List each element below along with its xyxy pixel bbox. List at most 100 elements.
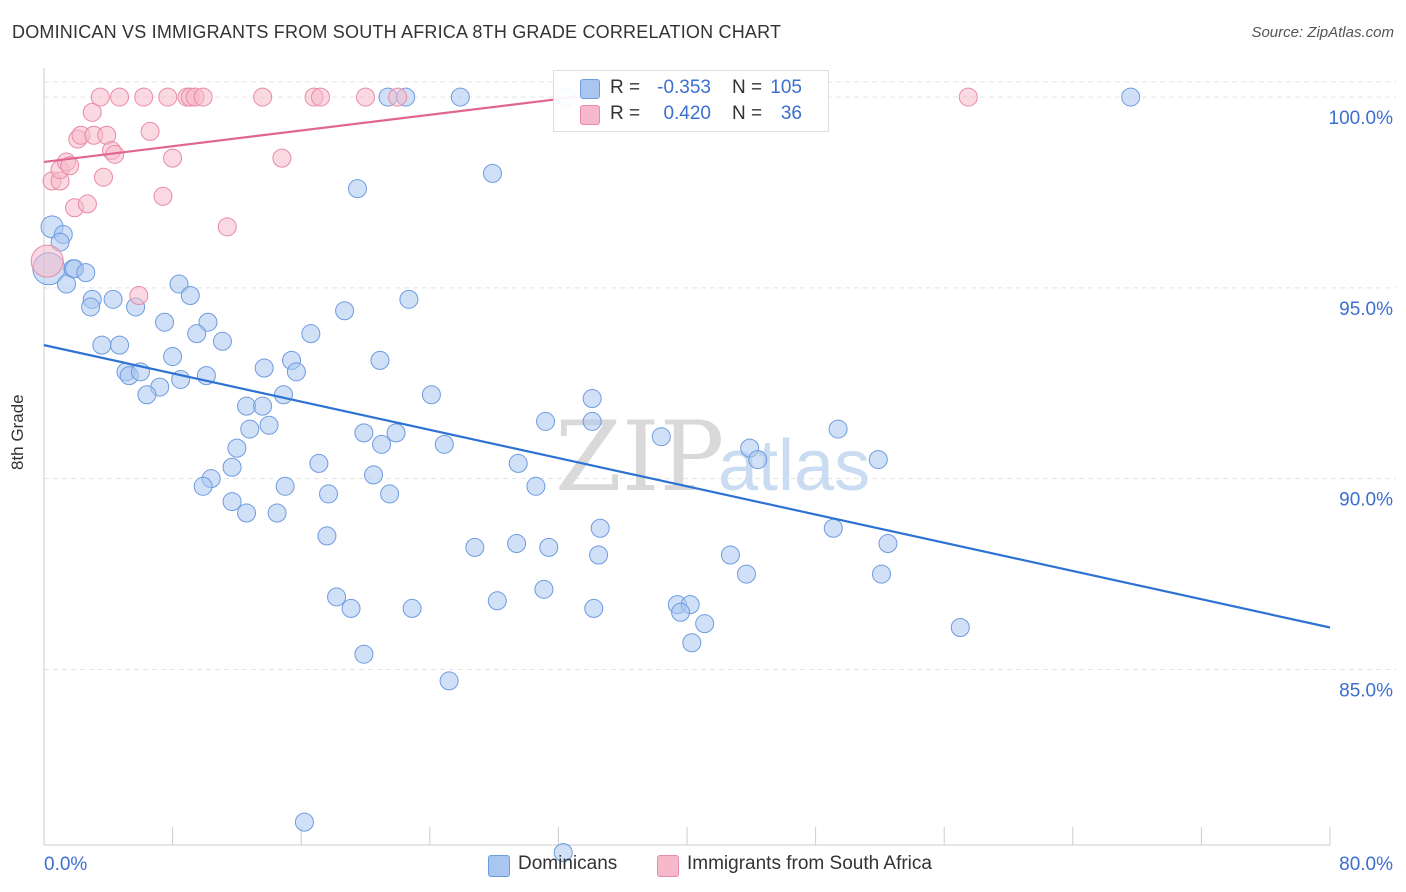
y-tick-label: 95.0% bbox=[1339, 299, 1393, 320]
point-south-africa bbox=[253, 87, 273, 107]
point-dominicans bbox=[294, 812, 314, 832]
legend-r-label: R = bbox=[610, 77, 641, 98]
trend-line-dominicans bbox=[43, 344, 1331, 629]
point-dominicans bbox=[275, 476, 295, 496]
point-dominicans bbox=[671, 602, 691, 622]
point-dominicans bbox=[553, 843, 573, 863]
point-dominicans bbox=[309, 453, 329, 473]
legend-n-value: 36 bbox=[780, 103, 802, 124]
point-dominicans bbox=[439, 671, 459, 691]
point-dominicans bbox=[240, 419, 260, 439]
point-dominicans bbox=[526, 476, 546, 496]
legend-n-label: N = bbox=[732, 77, 763, 98]
point-dominicans bbox=[301, 324, 321, 344]
point-dominicans bbox=[187, 324, 207, 344]
watermark-zip: ZIP bbox=[555, 401, 724, 513]
point-dominicans bbox=[590, 518, 610, 538]
point-south-africa bbox=[388, 87, 408, 107]
point-dominicans bbox=[354, 644, 374, 664]
y-tick-label: 100.0% bbox=[1329, 108, 1394, 129]
point-dominicans bbox=[372, 434, 392, 454]
point-south-africa bbox=[158, 87, 178, 107]
point-dominicans bbox=[465, 537, 485, 557]
point-dominicans bbox=[169, 274, 189, 294]
point-dominicans bbox=[253, 396, 273, 416]
point-dominicans bbox=[222, 457, 242, 477]
point-south-africa bbox=[217, 217, 237, 237]
point-dominicans bbox=[589, 545, 609, 565]
point-dominicans bbox=[212, 331, 232, 351]
chart-title: DOMINICAN VS IMMIGRANTS FROM SOUTH AFRIC… bbox=[12, 22, 782, 42]
point-south-africa bbox=[90, 87, 110, 107]
correlation-legend: R = -0.353 N = 105 R = 0.420 N = 36 bbox=[553, 70, 829, 132]
y-tick-label: 90.0% bbox=[1339, 490, 1393, 511]
point-dominicans bbox=[872, 564, 892, 584]
point-dominicans bbox=[507, 534, 527, 554]
point-dominicans bbox=[222, 492, 242, 512]
point-dominicans bbox=[582, 411, 602, 431]
point-dominicans bbox=[487, 591, 507, 611]
point-dominicans bbox=[828, 419, 848, 439]
point-south-africa bbox=[163, 148, 183, 168]
point-dominicans bbox=[364, 465, 384, 485]
point-dominicans bbox=[868, 450, 888, 470]
point-dominicans bbox=[748, 450, 768, 470]
point-south-africa bbox=[30, 244, 64, 278]
point-south-africa bbox=[77, 194, 97, 214]
point-dominicans bbox=[259, 415, 279, 435]
point-dominicans bbox=[347, 179, 367, 199]
watermark-atlas: atlas bbox=[718, 426, 870, 506]
data-points bbox=[30, 87, 1141, 863]
point-dominicans bbox=[110, 335, 130, 355]
point-dominicans bbox=[137, 385, 157, 405]
legend-r-value: -0.353 bbox=[657, 77, 711, 98]
point-south-africa bbox=[356, 87, 375, 107]
y-tick-label: 85.0% bbox=[1339, 680, 1393, 701]
point-dominicans bbox=[878, 534, 898, 554]
source-label: Source: ZipAtlas.com bbox=[1251, 24, 1394, 41]
point-dominicans bbox=[950, 617, 970, 637]
point-south-africa bbox=[272, 148, 292, 168]
point-dominicans bbox=[386, 423, 406, 443]
point-south-africa bbox=[153, 186, 173, 206]
legend-swatch-south-africa bbox=[657, 855, 679, 877]
point-dominicans bbox=[237, 503, 257, 523]
legend-n-label: N = bbox=[732, 103, 763, 124]
watermark: ZIP atlas bbox=[555, 401, 870, 513]
point-dominicans bbox=[402, 598, 422, 618]
point-dominicans bbox=[695, 614, 715, 634]
point-dominicans bbox=[317, 526, 337, 546]
point-dominicans bbox=[380, 484, 400, 504]
point-dominicans bbox=[399, 289, 419, 309]
legend-n-value: 105 bbox=[770, 77, 802, 98]
point-dominicans bbox=[584, 598, 604, 618]
point-dominicans bbox=[180, 286, 200, 306]
point-dominicans bbox=[254, 358, 274, 378]
point-dominicans bbox=[534, 579, 554, 599]
x-tick-label: 0.0% bbox=[44, 854, 87, 875]
point-south-africa bbox=[140, 121, 160, 141]
x-tick-label: 80.0% bbox=[1339, 854, 1393, 875]
tick-labels: 85.0% 90.0% 95.0% 100.0% 0.0% 80.0% bbox=[44, 108, 1393, 875]
point-dominicans bbox=[450, 87, 470, 107]
point-dominicans bbox=[319, 484, 339, 504]
point-dominicans bbox=[682, 633, 702, 653]
point-dominicans bbox=[823, 518, 843, 538]
point-south-africa bbox=[60, 156, 80, 176]
point-dominicans bbox=[227, 438, 247, 458]
point-dominicans bbox=[370, 350, 390, 370]
point-dominicans bbox=[736, 564, 756, 584]
point-dominicans bbox=[163, 347, 183, 367]
point-dominicans bbox=[651, 427, 671, 447]
point-dominicans bbox=[81, 297, 101, 317]
point-south-africa bbox=[193, 87, 213, 107]
point-dominicans bbox=[76, 263, 96, 283]
legend-swatch-south-africa bbox=[580, 105, 600, 125]
point-south-africa bbox=[82, 102, 102, 122]
point-dominicans bbox=[335, 301, 355, 321]
point-dominicans bbox=[57, 274, 77, 294]
trend-lines bbox=[43, 95, 1331, 629]
legend-row-south-africa: R = 0.420 N = 36 bbox=[554, 100, 828, 128]
trend-line-south-africa bbox=[43, 95, 575, 164]
point-south-africa bbox=[134, 87, 154, 107]
